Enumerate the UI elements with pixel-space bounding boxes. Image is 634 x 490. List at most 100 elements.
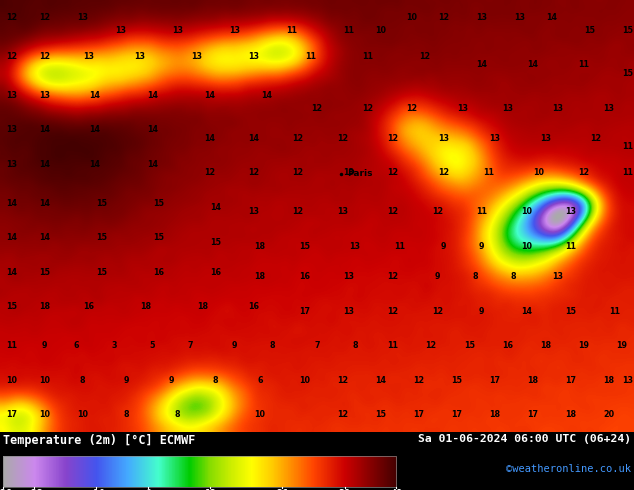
Text: 8: 8: [213, 376, 218, 385]
Text: 7: 7: [314, 341, 320, 350]
Text: 13: 13: [6, 160, 17, 169]
Text: 14: 14: [146, 160, 158, 169]
Text: 18: 18: [603, 376, 614, 385]
Text: 14: 14: [261, 91, 272, 99]
Text: 11: 11: [362, 51, 373, 61]
Text: 12: 12: [39, 13, 50, 22]
Text: 26: 26: [276, 489, 288, 490]
Text: 10: 10: [406, 13, 418, 22]
Text: 15: 15: [153, 233, 164, 242]
Text: 13: 13: [552, 103, 564, 113]
Text: 12: 12: [204, 169, 215, 177]
Text: 13: 13: [603, 103, 614, 113]
Text: 11: 11: [476, 207, 488, 216]
Text: 12: 12: [292, 169, 304, 177]
Text: 13: 13: [552, 272, 564, 281]
Text: 13: 13: [248, 51, 259, 61]
Text: 7: 7: [188, 341, 193, 350]
Text: 15: 15: [210, 238, 221, 246]
Text: 15: 15: [96, 268, 107, 277]
Text: 9: 9: [169, 376, 174, 385]
Text: 10: 10: [521, 242, 532, 251]
Text: 12: 12: [292, 134, 304, 143]
Text: 12: 12: [387, 207, 399, 216]
Text: 13: 13: [337, 207, 348, 216]
Text: 12: 12: [337, 411, 348, 419]
Text: 10: 10: [39, 411, 50, 419]
Text: 18: 18: [489, 411, 500, 419]
Text: 12: 12: [387, 272, 399, 281]
Text: 12: 12: [337, 134, 348, 143]
Text: 6: 6: [257, 376, 262, 385]
Text: 12: 12: [432, 307, 443, 316]
Text: 18: 18: [254, 242, 266, 251]
Text: 0: 0: [145, 489, 151, 490]
Text: 12: 12: [413, 376, 424, 385]
Text: 14: 14: [146, 125, 158, 134]
Text: 16: 16: [501, 341, 513, 350]
Text: 12: 12: [425, 341, 437, 350]
Text: 8: 8: [175, 411, 180, 419]
Text: 17: 17: [451, 411, 462, 419]
Text: Paris: Paris: [347, 169, 373, 178]
Text: 17: 17: [489, 376, 500, 385]
Text: 13: 13: [343, 272, 354, 281]
Text: -10: -10: [87, 489, 105, 490]
Text: 17: 17: [527, 411, 538, 419]
Text: 11: 11: [565, 242, 576, 251]
Text: 13: 13: [457, 103, 469, 113]
Text: 15: 15: [451, 376, 462, 385]
Text: 13: 13: [229, 26, 240, 35]
Text: 12: 12: [406, 103, 418, 113]
Text: 9: 9: [479, 242, 484, 251]
Text: 13: 13: [343, 307, 354, 316]
Text: 16: 16: [153, 268, 164, 277]
Text: 12: 12: [590, 134, 602, 143]
Text: 14: 14: [248, 134, 259, 143]
Text: 9: 9: [435, 272, 440, 281]
Text: 11: 11: [578, 60, 589, 69]
Text: 13: 13: [349, 242, 361, 251]
Text: 14: 14: [89, 91, 101, 99]
Text: 18: 18: [140, 302, 152, 311]
Text: 11: 11: [387, 341, 399, 350]
Text: 11: 11: [305, 51, 316, 61]
Text: 12: 12: [6, 51, 17, 61]
Text: 16: 16: [248, 302, 259, 311]
Text: 38: 38: [339, 489, 351, 490]
Text: 12: 12: [387, 169, 399, 177]
Text: 14: 14: [39, 160, 50, 169]
Text: 15: 15: [584, 26, 595, 35]
Text: 8: 8: [80, 376, 85, 385]
Text: 11: 11: [609, 307, 621, 316]
Text: 14: 14: [546, 13, 557, 22]
Text: 9: 9: [232, 341, 237, 350]
Text: 10: 10: [254, 411, 266, 419]
Text: 10: 10: [77, 411, 88, 419]
Text: 13: 13: [343, 169, 354, 177]
Text: 13: 13: [489, 134, 500, 143]
Text: 15: 15: [39, 268, 50, 277]
Text: 18: 18: [39, 302, 50, 311]
Text: 13: 13: [248, 207, 259, 216]
Text: Temperature (2m) [°C] ECMWF: Temperature (2m) [°C] ECMWF: [3, 434, 195, 447]
Text: 15: 15: [153, 198, 164, 208]
Text: 11: 11: [343, 26, 354, 35]
Text: 12: 12: [6, 13, 17, 22]
Text: 17: 17: [413, 411, 424, 419]
Text: 18: 18: [254, 272, 266, 281]
Text: 14: 14: [89, 160, 101, 169]
Text: 14: 14: [39, 233, 50, 242]
Text: 14: 14: [210, 203, 221, 212]
Text: 6: 6: [74, 341, 79, 350]
Text: 17: 17: [565, 376, 576, 385]
Text: 9: 9: [441, 242, 446, 251]
Text: 13: 13: [622, 376, 633, 385]
Text: 15: 15: [375, 411, 386, 419]
Text: 14: 14: [146, 91, 158, 99]
Text: 13: 13: [83, 51, 94, 61]
Text: 12: 12: [362, 103, 373, 113]
Text: 13: 13: [6, 91, 17, 99]
Text: 13: 13: [134, 51, 145, 61]
Text: 15: 15: [622, 69, 633, 78]
